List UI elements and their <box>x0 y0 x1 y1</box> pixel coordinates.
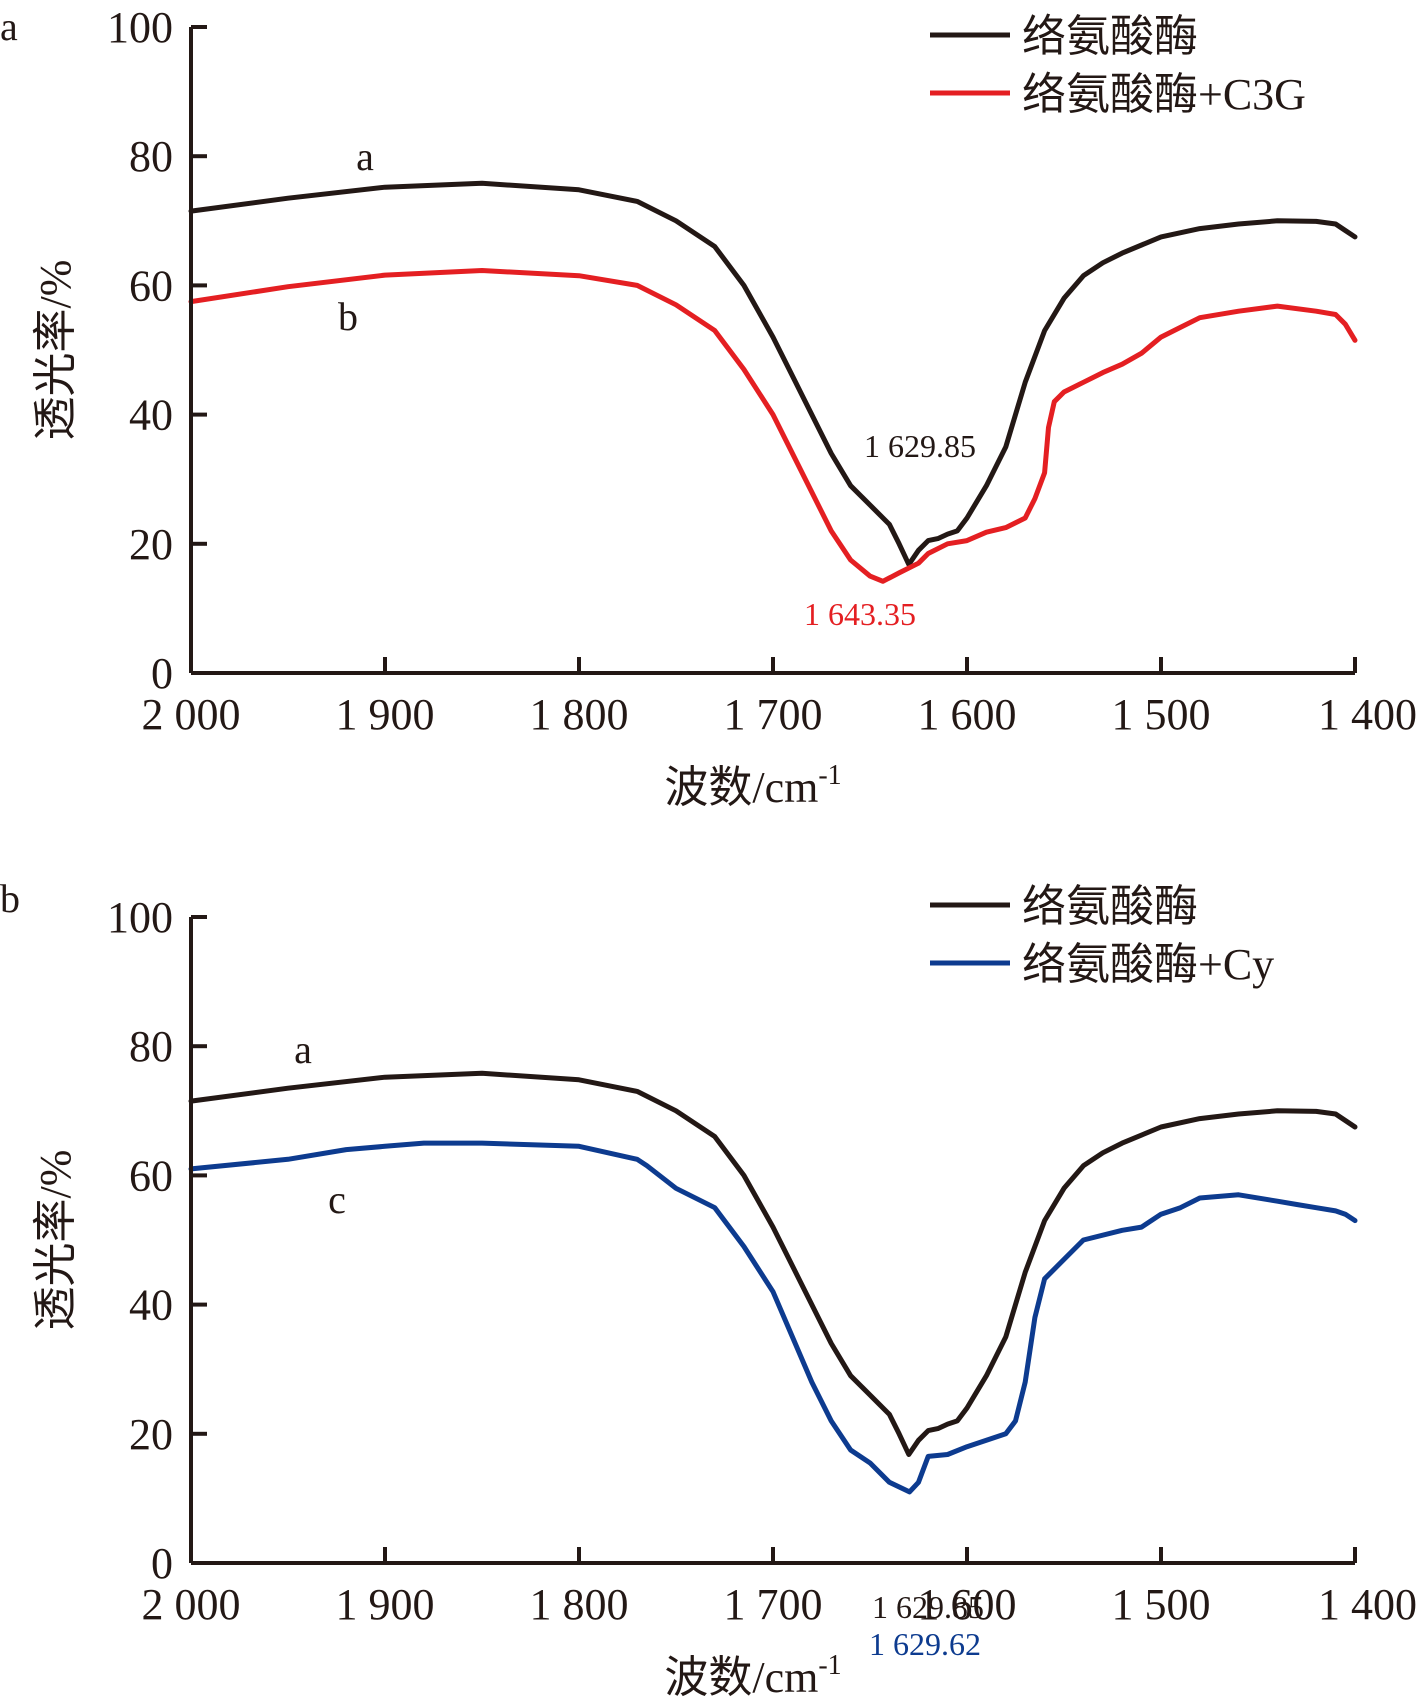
peak-label: 1 629.85 <box>864 428 976 464</box>
panel-label: b <box>0 876 20 921</box>
x-tick-label: 1 800 <box>530 1580 629 1629</box>
x-tick-label: 1 700 <box>724 690 823 739</box>
x-tick-label: 1 400 <box>1318 1580 1417 1629</box>
curve-label-a: a <box>356 134 374 179</box>
peak-label: 1 629.85 <box>872 1589 984 1625</box>
chart-panel-a: a 0 20 40 60 80 100 2 000 1 900 1 800 1 700 1 600 1 … <box>0 3 1417 812</box>
y-tick-label: 100 <box>107 893 173 942</box>
curve-label-a: a <box>294 1027 312 1072</box>
curve-label-c: c <box>328 1177 346 1222</box>
y-tick-label: 0 <box>151 1539 173 1588</box>
series-line-c <box>188 1140 1358 1495</box>
series-line-a <box>188 180 1358 567</box>
x-tick-label: 2 000 <box>142 1580 241 1629</box>
x-tick-label: 1 600 <box>918 690 1017 739</box>
peak-label: 1 643.35 <box>804 596 916 632</box>
x-tick-label: 1 800 <box>530 690 629 739</box>
x-tick-label: 1 900 <box>336 1580 435 1629</box>
series-line-a <box>188 1070 1358 1457</box>
y-axis-title: 透光率/% <box>31 260 80 441</box>
y-tick-label: 40 <box>129 1281 173 1330</box>
legend-label: 络氨酸酶 <box>1022 12 1198 61</box>
x-tick-label: 1 600 <box>918 1580 1017 1629</box>
x-axis-title: 波数/cm-1 <box>664 1650 841 1702</box>
y-tick-label: 60 <box>129 261 173 310</box>
y-axis-title: 透光率/% <box>31 1150 80 1331</box>
x-tick-label: 1 400 <box>1318 690 1417 739</box>
legend-label: 络氨酸酶 <box>1022 882 1198 931</box>
legend-label: 络氨酸酶+Cy <box>1022 940 1274 989</box>
x-tick-label: 1 700 <box>724 1580 823 1629</box>
curve-label-b: b <box>338 294 358 339</box>
x-tick-label: 1 500 <box>1112 1580 1211 1629</box>
y-tick-label: 0 <box>151 649 173 698</box>
y-tick-label: 20 <box>129 520 173 569</box>
y-tick-label: 100 <box>107 3 173 52</box>
y-tick-label: 80 <box>129 1022 173 1071</box>
series-line-b <box>188 268 1358 584</box>
legend-label: 络氨酸酶+C3G <box>1022 70 1306 119</box>
y-tick-label: 20 <box>129 1410 173 1459</box>
y-tick-label: 40 <box>129 391 173 440</box>
y-tick-label: 60 <box>129 1151 173 1200</box>
x-tick-label: 2 000 <box>142 690 241 739</box>
x-axis-title: 波数/cm-1 <box>664 760 841 812</box>
y-tick-label: 80 <box>129 132 173 181</box>
x-tick-label: 1 500 <box>1112 690 1211 739</box>
peak-label: 1 629.62 <box>869 1626 981 1662</box>
panel-label: a <box>0 4 18 49</box>
x-tick-label: 1 900 <box>336 690 435 739</box>
